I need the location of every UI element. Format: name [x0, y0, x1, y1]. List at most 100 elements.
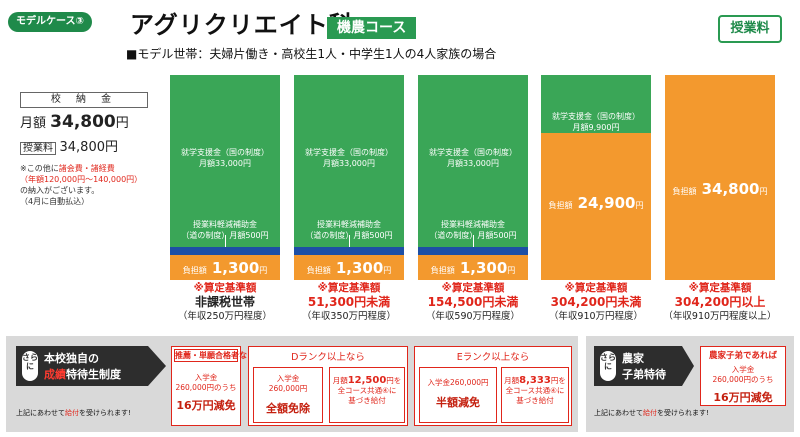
criteria-label: ※算定基準額 — [564, 282, 628, 294]
local-subsidy-label: 授業料軽減補助金 — [317, 220, 381, 229]
divider-line — [225, 235, 226, 247]
payment-value: 1,300 — [211, 259, 260, 277]
criteria-value: 304,200円以上 — [674, 295, 766, 309]
payment-label: 負担額 — [182, 266, 207, 275]
box-monthly-grant: 月額8,333円を 全コース共通④に 基づき給付 — [501, 367, 569, 423]
state-subsidy-segment: 就学支援金（国の制度） 月額33,000円 授業料軽減補助金 （道の制度）月額5… — [418, 75, 528, 247]
payment-segment: 負担額 34,800円 — [665, 75, 775, 280]
payment-label: 負担額 — [672, 187, 697, 196]
box-line-1: 入学金 — [276, 374, 300, 383]
box-line-2: 260,000円のうち — [712, 375, 774, 384]
note-suffix: を受けられます! — [657, 409, 709, 417]
monthly-amount: 月額 34,800円 — [20, 112, 148, 132]
box-line-1: 入学金260,000円 — [427, 378, 489, 387]
scholarship-title-2: 成績特待生制度 — [44, 366, 121, 382]
scholarship-panel: さらに 本校独自の 成績特待生制度 上記にあわせて給付を受けられます! 推薦・単… — [6, 336, 578, 432]
box-monthly-grant: 月額12,500円を 全コース共通④に 基づき給付 — [329, 367, 405, 423]
local-subsidy-segment — [294, 247, 404, 255]
box-benefit: 16万円減免 — [176, 399, 236, 412]
bar-household-5: 負担額 34,800円 — [665, 75, 775, 280]
model-case-badge: モデルケース③ — [8, 12, 92, 32]
payment-line: 負担額 1,300円 — [418, 258, 528, 277]
state-subsidy-segment: 就学支援金（国の制度） 月額33,000円 授業料軽減補助金 （道の制度）月額5… — [294, 75, 404, 247]
course-badge: 機農コース — [327, 17, 417, 39]
state-subsidy-label: 就学支援金（国の制度） — [305, 148, 393, 157]
box-title: Dランク以上なら — [291, 352, 365, 363]
bar-household-1: 就学支援金（国の制度） 月額33,000円 授業料軽減補助金 （道の制度）月額5… — [170, 75, 280, 280]
note-prefix: ※この他に — [20, 164, 59, 173]
monthly-unit: 円 — [115, 116, 129, 131]
scholarship-title-rest: 特待生制度 — [66, 368, 121, 381]
payment-value: 24,900 — [577, 194, 636, 212]
grant-prefix: 月額 — [332, 376, 348, 385]
model-household-subtitle: ■モデル世帯：夫婦片働き・高校生1人・中学生1人の4人家族の場合 — [126, 47, 497, 61]
criteria-value: 154,500円未満 — [427, 295, 519, 309]
state-subsidy-amount: 月額33,000円 — [323, 159, 375, 168]
grant-value: 8,333 — [519, 375, 551, 386]
tuition-fee-line: 授業料 34,800円 — [20, 136, 148, 155]
state-subsidy-label: 就学支援金（国の制度） — [181, 148, 269, 157]
divider-line — [473, 235, 474, 247]
box-lines: 入学金 260,000円のうち — [701, 365, 785, 385]
income-level: （年収590万円程度） — [425, 311, 521, 322]
criteria-4: ※算定基準額 304,200円未満 （年収910万円程度） — [534, 282, 658, 323]
state-subsidy-label: 就学支援金（国の制度） — [429, 148, 517, 157]
fee-value: 34,800円 — [59, 140, 119, 155]
state-subsidy-amount: 月額33,000円 — [199, 159, 251, 168]
local-subsidy-segment — [418, 247, 528, 255]
income-level: （年収350万円程度） — [301, 311, 397, 322]
scholarship-box-rank-d: Dランク以上なら 入学金 260,000円 全額免除 月額12,500円を 全コ… — [248, 346, 408, 426]
monthly-value: 34,800 — [50, 112, 116, 132]
monthly-prefix: 月額 — [20, 116, 47, 131]
criteria-3: ※算定基準額 154,500円未満 （年収590万円程度） — [411, 282, 535, 323]
farm-arrow-label: さらに 農家 子弟特待 — [594, 346, 694, 386]
farm-note: 上記にあわせて給付を受けられます! — [594, 408, 709, 418]
state-subsidy-label: 就学支援金（国の制度） — [552, 112, 640, 121]
grant-suffix: 円を — [550, 376, 566, 385]
payment-segment: 負担額 1,300円 — [170, 255, 280, 280]
payment-segment: 負担額 24,900円 — [541, 133, 651, 280]
bar-household-4: 就学支援金（国の制度） 月額9,900円 負担額 24,900円 — [541, 75, 651, 280]
fee-label: 授業料 — [20, 142, 56, 155]
local-subsidy-label: 授業料軽減補助金 — [441, 220, 505, 229]
local-subsidy-segment — [170, 247, 280, 255]
bar-household-3: 就学支援金（国の制度） 月額33,000円 授業料軽減補助金 （道の制度）月額5… — [418, 75, 528, 280]
tuition-button[interactable]: 授業料 — [718, 15, 782, 43]
divider-line — [349, 235, 350, 247]
grant-suffix: 円を — [386, 376, 402, 385]
note-red: 給付 — [643, 409, 657, 417]
criteria-value: 304,200円未満 — [550, 295, 642, 309]
scholarship-arrow-label: さらに 本校独自の 成績特待生制度 — [16, 346, 166, 386]
income-level: （年収910万円程度） — [548, 311, 644, 322]
note-suffix: を受けられます! — [79, 409, 131, 417]
grant-text: 月額8,333円を 全コース共通④に 基づき給付 — [502, 376, 568, 406]
payment-value: 34,800 — [701, 180, 760, 198]
payment-line: 負担額 24,900円 — [541, 193, 651, 212]
state-subsidy-segment: 就学支援金（国の制度） 月額9,900円 — [541, 75, 651, 133]
box-entrance-fee: 入学金 260,000円 全額免除 — [253, 367, 323, 423]
scholarship-title-1: 本校独自の — [44, 352, 99, 365]
criteria-label: ※算定基準額 — [441, 282, 505, 294]
box-entrance-fee: 入学金260,000円 半額減免 — [419, 367, 497, 423]
criteria-5: ※算定基準額 304,200円以上 （年収910万円程度以上） — [658, 282, 782, 323]
criteria-value: 51,300円未満 — [307, 295, 391, 309]
box-title: 推薦・単願合格者なら — [174, 349, 255, 362]
payment-unit: 円 — [635, 201, 644, 210]
farm-title-2: 子弟特待 — [622, 368, 666, 381]
note-red: 給付 — [65, 409, 79, 417]
payment-segment: 負担額 1,300円 — [418, 255, 528, 280]
grant-text: 月額12,500円を 全コース共通④に 基づき給付 — [330, 376, 404, 406]
grant-line-3: 全コース共通④に — [505, 386, 565, 395]
tuition-summary: 校 納 金 月額 34,800円 授業料 34,800円 ※この他に諸会費・諸経… — [20, 92, 148, 207]
local-subsidy-label: 授業料軽減補助金 — [193, 220, 257, 229]
scholarship-box-recommendation: 推薦・単願合格者なら 入学金 260,000円のうち 16万円減免 — [171, 346, 255, 426]
sarani-tag: さらに — [600, 351, 616, 381]
box-line-1: 入学金 — [194, 373, 218, 382]
box-line-2: 260,000円のうち — [175, 383, 237, 392]
payment-unit: 円 — [383, 266, 392, 275]
scholarship-box-rank-e: Eランク以上なら 入学金260,000円 半額減免 月額8,333円を 全コース… — [414, 346, 572, 426]
criteria-label: ※算定基準額 — [317, 282, 381, 294]
box-benefit: 16万円減免 — [713, 391, 773, 404]
farm-family-panel: さらに 農家 子弟特待 上記にあわせて給付を受けられます! 農家子弟であれば 入… — [586, 336, 794, 432]
criteria-value: 非課税世帯 — [194, 295, 255, 309]
